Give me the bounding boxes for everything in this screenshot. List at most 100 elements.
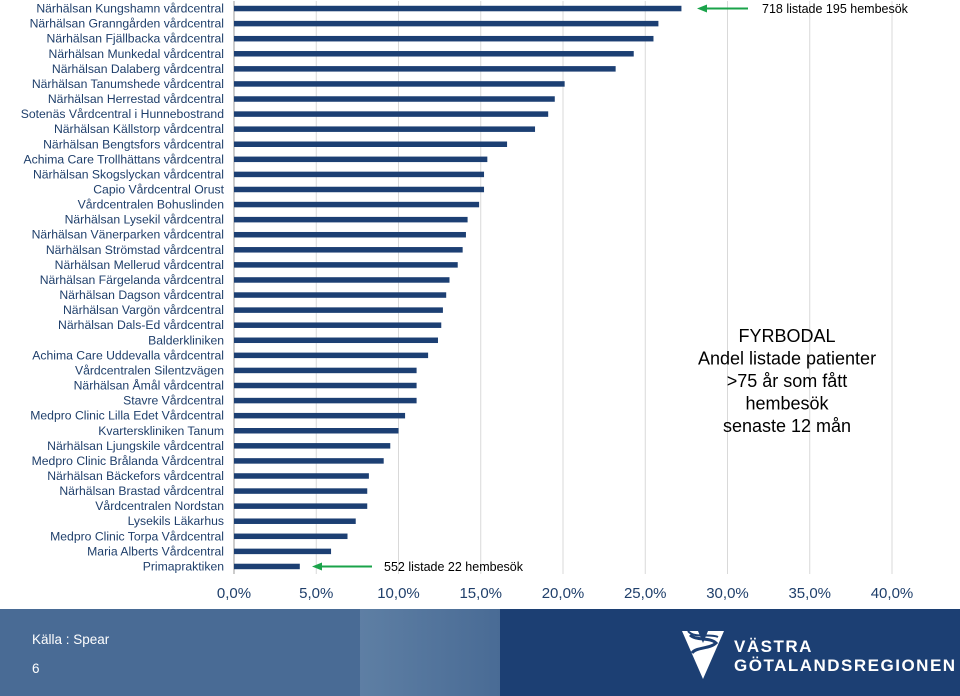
category-label: Närhälsan Bengtsfors vårdcentral [43, 137, 224, 151]
bar [234, 262, 458, 268]
footer: Källa : Spear 6 VÄSTRA GÖTALANDSREGIONEN [0, 609, 960, 696]
category-label: Medpro Clinic Brålanda Vårdcentral [32, 454, 224, 468]
annotations: 718 listade 195 hembesök 552 listade 22 h… [312, 2, 909, 574]
category-label: Närhälsan Färgelanda vårdcentral [40, 273, 224, 287]
bar [234, 231, 466, 238]
logo-text-line1: VÄSTRA [734, 637, 813, 656]
side-title-line: senaste 12 mån [723, 416, 851, 436]
bar [234, 186, 485, 193]
category-label: Närhälsan Dalaberg vårdcentral [52, 62, 224, 76]
x-tick-label: 25,0% [624, 585, 667, 602]
category-label: Capio Vårdcentral Orust [93, 182, 224, 196]
category-label: Närhälsan Granngården vårdcentral [30, 17, 224, 31]
category-label: Närhälsan Åmål vårdcentral [74, 378, 224, 393]
bar [234, 458, 384, 464]
bar [234, 292, 447, 298]
bar [234, 367, 417, 374]
category-label: Vårdcentralen Silentzvägen [75, 363, 224, 377]
bar [234, 337, 438, 344]
category-label: Närhälsan Källstorp vårdcentral [54, 122, 224, 136]
bar [234, 247, 463, 253]
category-label: Närhälsan Munkedal vårdcentral [49, 47, 224, 61]
bars [234, 5, 682, 570]
bar [234, 35, 654, 42]
category-label: Närhälsan Vargön vårdcentral [63, 303, 224, 317]
category-label: Närhälsan Ljungskile vårdcentral [47, 439, 224, 453]
bar [234, 443, 391, 449]
category-label: Vårdcentralen Nordstan [95, 499, 224, 513]
bar [234, 322, 442, 328]
bar-chart: Närhälsan Kungshamn vårdcentralNärhälsan… [21, 1, 913, 602]
category-label: Balderkliniken [148, 333, 224, 347]
bar [234, 111, 549, 117]
logo-text-line2: GÖTALANDSREGIONEN [734, 656, 957, 675]
category-label: Medpro Clinic Lilla Edet Vårdcentral [30, 409, 224, 423]
category-label: Närhälsan Strömstad vårdcentral [46, 243, 224, 257]
page-number: 6 [32, 661, 40, 676]
x-tick-label: 20,0% [542, 585, 585, 602]
arrow-bottom-head [312, 562, 322, 571]
bar [234, 51, 634, 57]
bar [234, 201, 480, 208]
category-label: Närhälsan Fjällbacka vårdcentral [47, 32, 224, 46]
category-label: Medpro Clinic Torpa Vårdcentral [50, 529, 224, 543]
category-label: Närhälsan Bäckefors vårdcentral [47, 469, 224, 483]
bar [234, 171, 485, 178]
x-tick-label: 40,0% [871, 585, 914, 602]
bar [234, 503, 368, 509]
side-title-line: FYRBODAL [738, 326, 835, 346]
grid-lines [233, 1, 893, 574]
bar [234, 5, 682, 12]
category-label: Maria Alberts Vårdcentral [87, 544, 224, 558]
category-label: Stavre Vårdcentral [123, 394, 224, 408]
annotation-bottom: 552 listade 22 hembesök [384, 560, 524, 574]
bar [234, 81, 565, 87]
side-title: FYRBODAL Andel listade patienter >75 år so… [698, 326, 876, 436]
category-label: Närhälsan Dals-Ed vårdcentral [58, 318, 224, 332]
bar [234, 428, 399, 434]
bar [234, 488, 368, 494]
bar [234, 307, 443, 313]
category-label: Närhälsan Tanumshede vårdcentral [32, 77, 224, 91]
category-label: Vårdcentralen Bohuslinden [78, 198, 224, 212]
vgr-logo-icon [682, 630, 724, 679]
bar [234, 20, 659, 27]
category-label: Lysekils Läkarhus [128, 514, 224, 528]
bar [234, 548, 332, 555]
bar [234, 533, 348, 540]
category-label: Närhälsan Kungshamn vårdcentral [36, 2, 224, 16]
bar [234, 156, 488, 163]
bar [234, 518, 356, 524]
arrow-top-head [697, 4, 707, 13]
annotation-top: 718 listade 195 hembesök [762, 2, 909, 16]
bar [234, 397, 417, 404]
category-label: Närhälsan Brastad vårdcentral [59, 484, 224, 498]
category-label: Närhälsan Dagson vårdcentral [59, 288, 224, 302]
x-tick-label: 30,0% [706, 585, 749, 602]
bar [234, 382, 417, 389]
category-label: Närhälsan Mellerud vårdcentral [55, 258, 224, 272]
category-label: Kvarterskliniken Tanum [98, 424, 224, 438]
x-tick-label: 10,0% [377, 585, 420, 602]
bar [234, 66, 616, 72]
x-tick-labels: 0,0% 5,0% 10,0% 15,0% 20,0% 25,0% 30,0% 35,0% 40… [217, 585, 913, 602]
category-label: Achima Care Trollhättans vårdcentral [23, 152, 224, 166]
category-labels: Närhälsan Kungshamn vårdcentralNärhälsan… [21, 2, 225, 574]
bar [234, 352, 429, 359]
bar [234, 563, 300, 570]
footer-accent-fade [360, 609, 500, 696]
source-label: Källa : Spear [32, 632, 110, 647]
x-tick-label: 35,0% [788, 585, 831, 602]
side-title-line: >75 år som fått [727, 371, 848, 391]
category-label: Närhälsan Vänerparken vårdcentral [32, 228, 224, 242]
bar [234, 277, 450, 283]
category-label: Primapraktiken [143, 559, 224, 573]
category-label: Närhälsan Lysekil vårdcentral [65, 213, 224, 227]
bar [234, 473, 369, 479]
bar [234, 126, 536, 132]
bar [234, 141, 508, 147]
side-title-line: hembesök [745, 394, 829, 414]
x-tick-label: 15,0% [459, 585, 502, 602]
vgr-logo: VÄSTRA GÖTALANDSREGIONEN [680, 627, 955, 687]
category-label: Närhälsan Skogslyckan vårdcentral [33, 167, 224, 181]
